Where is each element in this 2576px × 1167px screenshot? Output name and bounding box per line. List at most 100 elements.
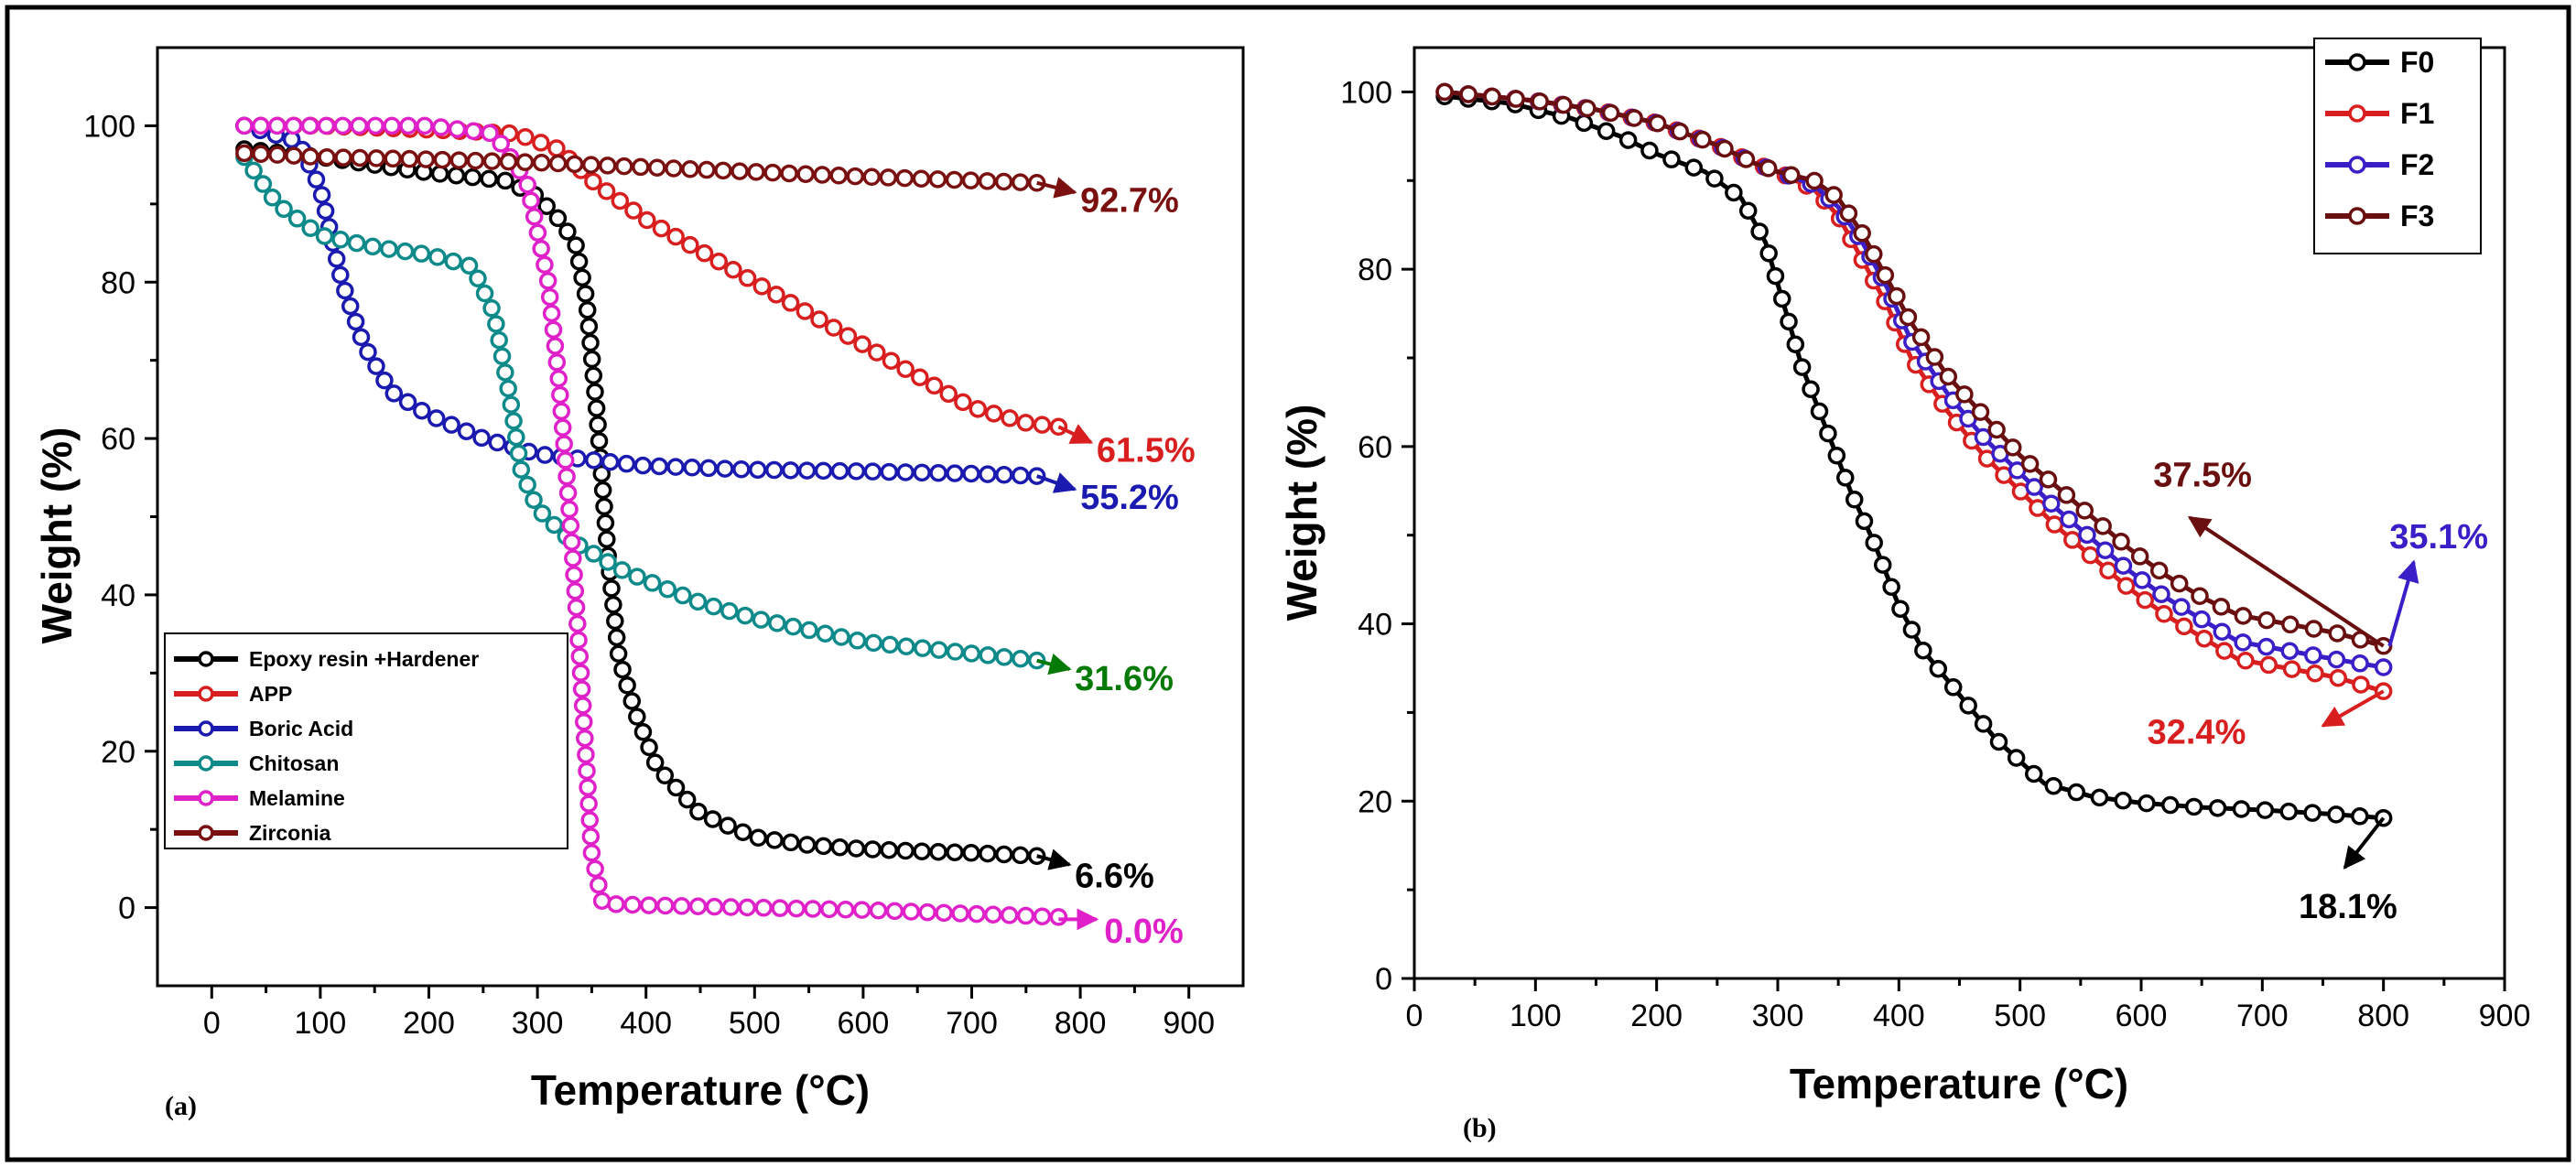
x-tick-label: 400 [1873, 999, 1925, 1033]
data-point-melamine [560, 500, 579, 519]
data-point-f0 [1855, 512, 1874, 531]
data-point-boric-acid [699, 459, 718, 478]
data-point-boric-acid [814, 461, 833, 481]
panel-a: 0 100 200 300 400 500 600 700 800 900 0 20 40 60 80 100… [33, 46, 1245, 1121]
data-point-melamine [577, 745, 595, 764]
data-point-f3 [1694, 130, 1712, 149]
data-point-f3 [2039, 470, 2058, 489]
annotation-arrow [2187, 515, 2385, 648]
data-point-f0 [1759, 243, 1778, 263]
data-point-boric-acid [442, 416, 460, 434]
data-point-melamine [705, 897, 724, 916]
data-point-chitosan [504, 412, 523, 430]
data-point-melamine [869, 901, 888, 920]
data-point-f2 [2304, 646, 2322, 665]
data-point-melamine [580, 811, 599, 829]
data-point-app [695, 243, 714, 263]
data-point-boric-acid [962, 464, 980, 483]
annotation-label: 35.1% [2389, 518, 2488, 556]
panel-a-annotations: 92.7% 61.5% 55.2% 31.6% 6.6% 0.0% [1035, 177, 1196, 951]
data-point-epoxy-resin-hardener [592, 464, 612, 483]
data-point-f0 [1772, 289, 1791, 308]
x-tick-label: 600 [2116, 999, 2168, 1033]
data-point-zirconia [301, 147, 319, 166]
data-point-app [882, 351, 901, 370]
data-point-f3 [2057, 486, 2076, 504]
legend-label: F3 [2400, 200, 2434, 232]
data-point-epoxy-resin-hardener [569, 252, 589, 271]
data-point-zirconia [615, 157, 633, 176]
series-f0 [1435, 87, 2393, 827]
data-point-epoxy-resin-hardener [618, 676, 636, 695]
data-point-boric-acid [913, 463, 931, 482]
data-point-melamine [852, 901, 871, 919]
data-point-chitosan [502, 395, 521, 414]
annotation-label: 0.0% [1104, 913, 1184, 951]
data-point-f3 [1671, 122, 1689, 141]
data-point-epoxy-resin-hardener [567, 236, 585, 254]
data-point-melamine [536, 255, 554, 275]
panel-a-ticks: 0 100 200 300 400 500 600 700 800 900 0 20 40 60 80 100 [83, 109, 1215, 1041]
data-point-melamine [431, 118, 450, 136]
x-tick-label: 900 [2479, 999, 2531, 1033]
data-point-zirconia [813, 166, 831, 184]
annotation-label: 37.5% [2153, 456, 2252, 494]
data-point-app [532, 134, 550, 152]
annotation-label: 31.6% [1075, 660, 1174, 698]
data-point-f2 [2351, 654, 2369, 673]
data-point-melamine [525, 207, 544, 226]
data-point-boric-acid [427, 409, 446, 427]
panel-a-y-axis-title: Weight (%) [33, 427, 81, 644]
data-point-f0 [1891, 600, 1910, 618]
data-point-f2 [2234, 633, 2252, 652]
data-point-f0 [2025, 764, 2043, 783]
data-point-boric-acid [352, 328, 371, 347]
data-point-app [939, 384, 958, 404]
data-point-melamine [549, 369, 568, 388]
data-point-melamine [572, 680, 591, 698]
data-point-melamine [558, 483, 578, 502]
data-point-boric-acid [375, 371, 394, 390]
data-point-chitosan [525, 491, 543, 509]
data-point-app [584, 172, 602, 191]
data-point-chitosan [599, 553, 617, 571]
annotation-label: 92.7% [1080, 181, 1179, 220]
x-tick-label: 600 [838, 1006, 890, 1041]
data-point-zirconia [548, 154, 568, 173]
data-point-chitosan [263, 189, 282, 207]
data-point-f3 [2281, 615, 2300, 634]
data-point-f0 [1865, 534, 1883, 552]
data-point-epoxy-resin-hardener [655, 766, 675, 785]
x-tick-label: 500 [1994, 999, 2046, 1033]
data-point-melamine [804, 900, 822, 918]
data-point-chitosan [428, 248, 447, 266]
data-point-melamine [567, 598, 586, 617]
data-point-chitosan [914, 639, 932, 657]
data-point-chitosan [784, 617, 803, 636]
data-point-app [709, 252, 728, 271]
figure-frame [5, 5, 2571, 1162]
y-tick-label: 40 [1358, 608, 1392, 643]
data-point-zirconia [994, 172, 1013, 191]
data-point-chitosan [444, 252, 462, 271]
legend-label: Zirconia [249, 821, 331, 845]
data-point-boric-acid [633, 456, 653, 475]
data-point-zirconia [581, 156, 601, 174]
legend-marker [198, 686, 214, 702]
data-point-melamine [1049, 908, 1068, 926]
data-point-melamine [721, 898, 741, 916]
y-tick-label: 100 [83, 109, 135, 144]
legend-marker [198, 790, 214, 806]
data-point-zirconia [945, 170, 964, 189]
data-point-app [624, 201, 643, 220]
data-point-melamine [522, 191, 540, 210]
data-point-melamine [568, 614, 587, 633]
data-point-f3 [1648, 113, 1667, 133]
data-point-epoxy-resin-hardener [537, 197, 556, 215]
data-point-epoxy-resin-hardener [946, 843, 964, 862]
data-point-melamine [579, 778, 597, 796]
annotation-label: 18.1% [2299, 888, 2397, 926]
panel-b-legend: F0 F1 F2 F3 [2313, 38, 2482, 254]
data-point-boric-acid [830, 461, 850, 481]
